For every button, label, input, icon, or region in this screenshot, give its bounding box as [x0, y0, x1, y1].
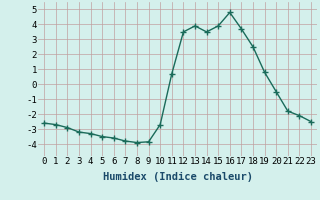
- X-axis label: Humidex (Indice chaleur): Humidex (Indice chaleur): [103, 172, 252, 182]
